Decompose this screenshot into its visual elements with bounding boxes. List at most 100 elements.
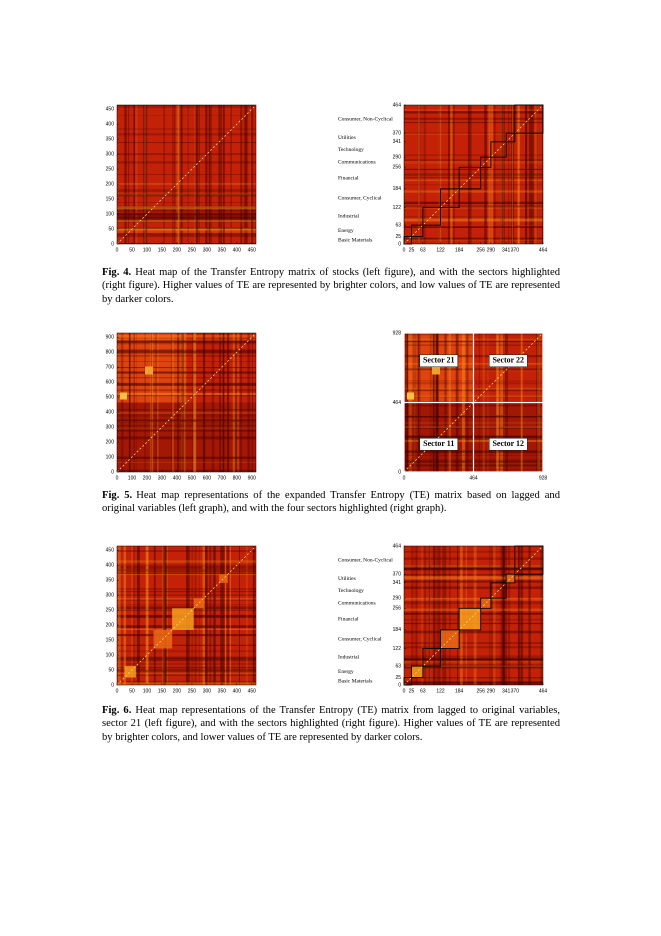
stripe (528, 546, 531, 685)
x-tick-label: 200 (173, 688, 182, 694)
stripe (404, 226, 543, 228)
stripe (518, 105, 520, 244)
heatmap (116, 332, 257, 473)
caption-text: Heat map representations of the expanded… (102, 490, 560, 515)
y-tick-label: 150 (106, 637, 115, 643)
stripe (117, 682, 256, 685)
sector-label: Communications (338, 159, 376, 165)
sector-box (514, 104, 544, 134)
stripe (404, 112, 543, 114)
stripe (117, 634, 256, 637)
stripe (117, 569, 256, 571)
y-tick-label: 63 (395, 222, 401, 228)
sector-box (411, 224, 424, 237)
stripe (404, 173, 543, 177)
y-tick-label: 100 (106, 454, 115, 460)
quadrant-label-box (489, 354, 528, 367)
stripe (436, 546, 438, 685)
x-tick-label: 63 (420, 688, 426, 694)
stripe (221, 105, 222, 244)
heatmap (403, 545, 544, 686)
stripe (404, 237, 543, 239)
stripe (404, 586, 543, 590)
stripe (447, 105, 450, 244)
bright-block (506, 574, 515, 583)
sector-box (440, 188, 460, 208)
stripe (145, 546, 149, 685)
stripe (434, 546, 436, 685)
stripe (117, 393, 256, 396)
x-tick-label: 122 (436, 247, 445, 253)
diagonal (403, 545, 544, 686)
stripe (511, 105, 513, 244)
stripe (135, 333, 137, 472)
stripe (417, 105, 421, 244)
stripe (404, 576, 543, 578)
stripe (404, 216, 543, 218)
sector-label: Basic Materials (338, 238, 372, 244)
stripe (414, 546, 417, 685)
stripe (117, 193, 256, 197)
y-tick-label: 200 (106, 622, 115, 628)
x-tick-label: 0 (116, 247, 119, 253)
y-tick-label: 0 (111, 682, 114, 688)
y-tick-label: 0 (111, 241, 114, 247)
x-tick-label: 400 (233, 247, 242, 253)
stripe (117, 192, 256, 196)
stripe (117, 560, 256, 563)
x-tick-label: 400 (173, 475, 182, 481)
x-tick-label: 300 (158, 475, 167, 481)
stripe (117, 105, 256, 108)
x-tick-label: 600 (203, 475, 212, 481)
stripe (117, 371, 256, 374)
x-tick-label: 200 (173, 247, 182, 253)
stripe (404, 216, 543, 218)
stripe (223, 105, 225, 244)
stripe (404, 656, 543, 660)
stripe (227, 546, 229, 685)
stripe (229, 546, 231, 685)
stripe (404, 117, 543, 120)
y-tick-label: 63 (395, 663, 401, 669)
stripe (250, 105, 254, 244)
x-tick-label: 350 (218, 688, 227, 694)
stripe (524, 105, 528, 244)
x-tick-label: 0 (116, 688, 119, 694)
sector-label: Consumer, Cyclical (338, 195, 382, 201)
stripe (117, 350, 256, 354)
stripe (117, 334, 256, 338)
stripe (117, 221, 256, 223)
sector-label: Financial (338, 616, 359, 622)
stripe (155, 333, 158, 472)
stripe (117, 590, 256, 593)
stripe (493, 105, 496, 244)
y-tick-label: 300 (106, 151, 115, 157)
stripe (117, 395, 256, 397)
stripe (117, 227, 256, 229)
y-tick-label: 290 (393, 595, 402, 601)
stripe (117, 340, 256, 344)
stripe (404, 565, 543, 567)
stripe (120, 333, 124, 472)
stripe (404, 681, 543, 685)
bright-block (145, 366, 153, 375)
stripe (117, 546, 121, 685)
stripe (211, 333, 215, 472)
x-tick-label: 464 (539, 688, 548, 694)
stripe (517, 105, 520, 244)
stripe (404, 154, 543, 156)
dark-region (117, 402, 256, 472)
sector-label: Technology (338, 588, 364, 594)
y-tick-label: 0 (111, 469, 114, 475)
stripe (117, 570, 256, 573)
stripe (213, 546, 217, 685)
stripe (249, 333, 251, 472)
stripe (227, 333, 230, 472)
stripe (117, 384, 256, 386)
sector-label: Financial (338, 175, 359, 181)
stripe (501, 105, 505, 244)
stripe (404, 557, 543, 560)
x-tick-label: 370 (511, 688, 520, 694)
x-tick-label: 290 (487, 247, 496, 253)
